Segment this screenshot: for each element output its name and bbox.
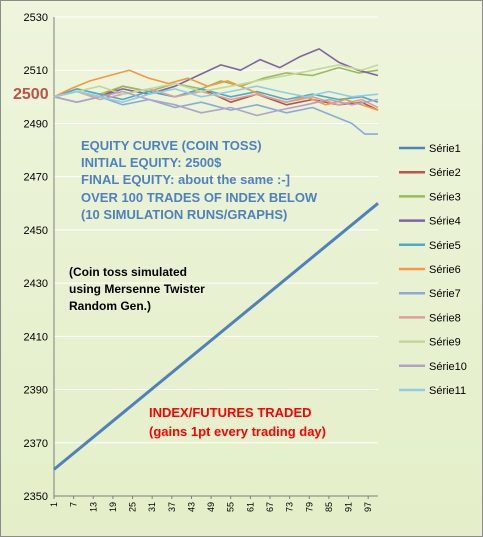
equity-line: INITIAL EQUITY: 2500$	[81, 155, 222, 171]
y-tick-label: 2470	[24, 172, 48, 184]
y-tick-label: 2410	[24, 331, 48, 343]
x-tick-labels: 1 7 13 19 25 31 37 43 49 55 61 67 73 79 85 91 97	[49, 496, 373, 512]
reference-level-label: 2500	[13, 86, 49, 103]
x-tick-label: 61	[245, 502, 255, 512]
series-line-Série7	[53, 96, 378, 135]
x-tick-label: 37	[167, 502, 177, 512]
y-tick-labels: 2350 2370 2390 2410 2430 2450 2470 2490 2510 2530	[24, 12, 48, 503]
x-tick-label: 43	[186, 502, 196, 512]
x-tick-label: 7	[69, 502, 79, 507]
coin-line: Random Gen.)	[69, 299, 152, 313]
index-line: INDEX/FUTURES TRADED	[149, 405, 312, 420]
series-line-Série3	[53, 66, 379, 98]
series-line-Série5	[53, 88, 379, 103]
y-tick-label: 2530	[24, 12, 48, 24]
coin-toss-annotation: (Coin toss simulated using Mersenne Twis…	[69, 264, 205, 315]
equity-annotation: EQUITY CURVE (COIN TOSS) INITIAL EQUITY:…	[81, 137, 317, 223]
y-tick-label: 2490	[24, 118, 48, 130]
equity-line: (10 SIMULATION RUNS/GRAPHS)	[81, 206, 288, 222]
equity-line: OVER 100 TRADES OF INDEX BELOW	[81, 189, 318, 205]
legend-entry: Série11	[429, 385, 466, 397]
x-tick-label: 67	[265, 502, 275, 512]
x-tick-label: 73	[285, 502, 295, 512]
legend-entry: Série5	[429, 240, 461, 252]
legend-entry: Série3	[429, 191, 461, 203]
y-tick-label: 2370	[24, 438, 48, 450]
equity-line: FINAL EQUITY: about the same :-]	[81, 172, 290, 188]
y-tick-label: 2510	[24, 65, 48, 77]
coin-line: using Mersenne Twister	[69, 282, 205, 296]
series-line-Série10	[53, 90, 379, 117]
x-tick-label: 97	[363, 502, 373, 512]
series-lines	[53, 48, 379, 471]
index-line: (gains 1pt every trading day)	[149, 424, 326, 439]
y-tick-label: 2430	[24, 278, 48, 290]
index-annotation: INDEX/FUTURES TRADED (gains 1pt every tr…	[149, 403, 326, 441]
legend-entry: Série1	[429, 143, 461, 155]
x-tick-label: 91	[344, 502, 354, 512]
series-line-Série11	[53, 85, 379, 103]
y-tick-label: 2450	[24, 225, 48, 237]
y-tick-label: 2350	[24, 491, 48, 503]
x-tick-label: 1	[49, 502, 59, 507]
x-tick-label: 25	[128, 502, 138, 512]
x-tick-label: 49	[206, 502, 216, 512]
x-tick-label: 55	[226, 502, 236, 512]
x-tick-label: 31	[147, 502, 157, 512]
y-tick-label: 2390	[24, 385, 48, 397]
legend-entry: Série2	[429, 167, 461, 179]
x-tick-label: 19	[108, 502, 118, 512]
legend: Série1 Série2 Série3 Série4 Série5 Série6 Séri…	[399, 143, 467, 397]
legend-entry: Série8	[429, 312, 461, 324]
legend-entry: Série9	[429, 337, 461, 349]
legend-entry: Série7	[429, 288, 461, 300]
legend-entry: Série10	[429, 361, 467, 373]
x-tick-label: 79	[304, 502, 314, 512]
series-line-Série4	[53, 48, 379, 98]
series-line-Série6	[53, 69, 379, 111]
x-tick-label: 85	[324, 502, 334, 512]
series-line-Série1	[53, 202, 379, 471]
legend-entry: Série4	[429, 216, 461, 228]
series-line-Série9	[53, 64, 379, 98]
equity-line: EQUITY CURVE (COIN TOSS)	[81, 138, 262, 153]
series-line-Série8	[53, 88, 379, 109]
coin-line: (Coin toss simulated	[69, 265, 188, 279]
legend-entry: Série6	[429, 264, 461, 276]
x-tick-label: 13	[88, 502, 98, 512]
